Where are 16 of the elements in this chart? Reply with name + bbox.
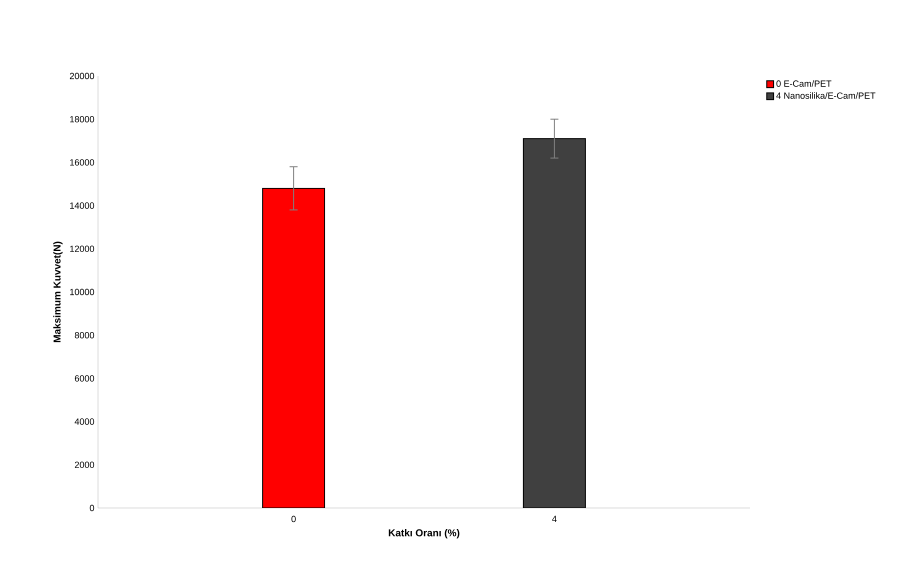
y-tick-label: 14000 xyxy=(70,202,94,209)
legend-label: 4 Nanosilika/E-Cam/PET xyxy=(776,92,876,99)
y-tick-label: 18000 xyxy=(70,116,94,122)
y-tick-label: 20000 xyxy=(70,72,94,80)
x-tick-label: 4 xyxy=(552,516,557,522)
y-tick-label: 10000 xyxy=(70,288,94,296)
y-axis-title: Maksimum Kuvvet(N) xyxy=(53,242,63,342)
y-tick-label: 8000 xyxy=(74,332,94,338)
y-tick-label: 4000 xyxy=(74,418,94,425)
legend-label: 0 E-Cam/PET xyxy=(776,80,832,87)
x-axis-title: Katkı Oranı (%) xyxy=(388,529,460,538)
y-tick-label: 12000 xyxy=(70,246,94,252)
y-tick-label: 6000 xyxy=(74,375,94,382)
y-tick-label: 16000 xyxy=(70,159,94,166)
y-tick-label: 2000 xyxy=(74,462,94,468)
y-tick-label: 0 xyxy=(90,504,94,512)
